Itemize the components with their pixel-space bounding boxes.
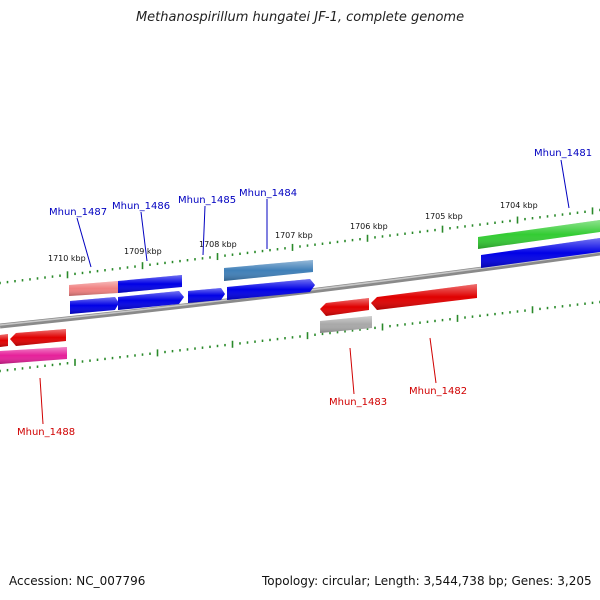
map-title: Methanospirillum hungatei JF-1, complete… bbox=[135, 10, 465, 25]
gene-label-mhun-1484[interactable]: Mhun_1484 bbox=[239, 188, 297, 199]
gene-mhun-1482-block[interactable] bbox=[371, 284, 477, 310]
gene-red-left-edge[interactable] bbox=[0, 334, 8, 347]
scale-label-1704: 1704 kbp bbox=[500, 201, 538, 210]
scale-ticks-bottom bbox=[0, 300, 600, 373]
gene-red-arrow-left[interactable] bbox=[10, 329, 66, 346]
scale-label-1706: 1706 kbp bbox=[350, 222, 388, 231]
gene-label-mhun-1482[interactable]: Mhun_1482 bbox=[409, 386, 467, 397]
scale-label-1710: 1710 kbp bbox=[48, 254, 86, 263]
gene-mhun-1481-block[interactable] bbox=[478, 220, 600, 249]
gene-label-mhun-1483[interactable]: Mhun_1483 bbox=[329, 397, 387, 408]
gene-label-mhun-1486[interactable]: Mhun_1486 bbox=[112, 201, 170, 212]
gene-label-mhun-1481[interactable]: Mhun_1481 bbox=[534, 148, 592, 159]
scale-label-1708: 1708 kbp bbox=[199, 240, 237, 249]
scale-label-1707: 1707 kbp bbox=[275, 231, 313, 240]
gene-mhun-1487-block[interactable] bbox=[69, 281, 118, 296]
scale-label-1705: 1705 kbp bbox=[425, 212, 463, 221]
gene-label-mhun-1485[interactable]: Mhun_1485 bbox=[178, 195, 236, 206]
gene-blue-arrow-mid[interactable] bbox=[227, 279, 315, 300]
gene-label-mhun-1488[interactable]: Mhun_1488 bbox=[17, 427, 75, 438]
scale-ticks-top bbox=[0, 207, 600, 285]
gene-blue-arrow-left[interactable] bbox=[70, 297, 119, 314]
gene-blue-far-right[interactable] bbox=[481, 238, 600, 268]
scale-label-1709: 1709 kbp bbox=[124, 247, 162, 256]
gene-mhun-1485-block[interactable] bbox=[188, 288, 225, 303]
gene-blue-arrow-left-2[interactable] bbox=[118, 291, 184, 310]
gene-mhun-1486-block[interactable] bbox=[118, 275, 182, 293]
gene-mhun-1488-block[interactable] bbox=[0, 347, 67, 364]
genome-summary-text: Topology: circular; Length: 3,544,738 bp… bbox=[262, 574, 592, 588]
gene-red-small-mid[interactable] bbox=[320, 298, 369, 316]
accession-text: Accession: NC_007796 bbox=[9, 574, 146, 588]
gene-mhun-1483-block[interactable] bbox=[320, 316, 372, 333]
label-leader-lines bbox=[39, 159, 570, 425]
gene-label-mhun-1487[interactable]: Mhun_1487 bbox=[49, 207, 107, 218]
gene-mhun-1484-block[interactable] bbox=[224, 260, 313, 281]
